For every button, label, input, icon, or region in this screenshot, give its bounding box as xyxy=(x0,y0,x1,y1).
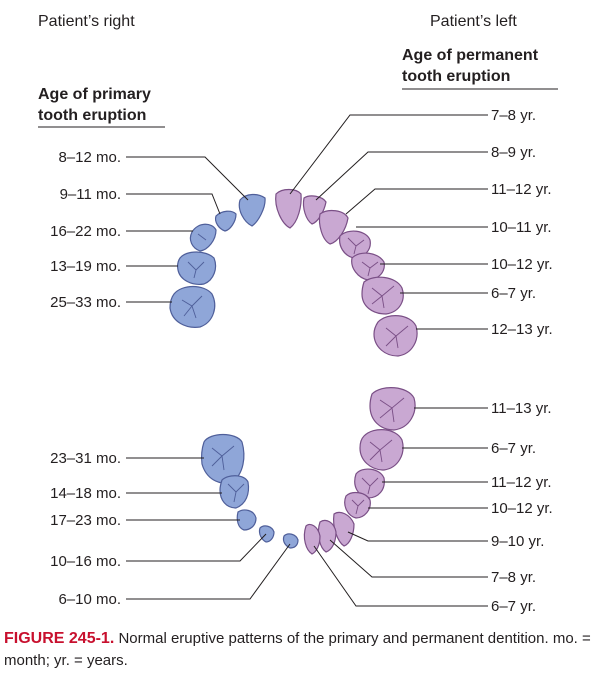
permanent-tooth-lower-first-molar xyxy=(359,429,404,471)
permanent-lower-label-3: 11–12 yr. xyxy=(491,474,552,491)
permanent-lower-label-4: 10–12 yr. xyxy=(491,500,553,517)
primary-upper-label-2: 9–11 mo. xyxy=(60,186,121,203)
figure-label: FIGURE 245-1. xyxy=(4,630,115,647)
primary-lower-label-4: 10–16 mo. xyxy=(50,553,121,570)
permanent-upper-label-5: 10–12 yr. xyxy=(491,256,553,273)
primary-upper-label-5: 25–33 mo. xyxy=(50,294,121,311)
lower-permanent-teeth xyxy=(303,387,416,555)
primary-upper-label-3: 16–22 mo. xyxy=(50,223,121,240)
permanent-lower-label-5: 9–10 yr. xyxy=(491,533,544,550)
upper-primary-leaders xyxy=(126,156,249,303)
primary-lower-label-1: 23–31 mo. xyxy=(50,450,121,467)
figure-caption-text: Normal eruptive patterns of the primary … xyxy=(4,630,591,669)
permanent-tooth-lower-canine xyxy=(333,511,355,547)
primary-tooth-lower-lateral xyxy=(258,525,275,543)
upper-permanent-leaders xyxy=(289,114,488,330)
primary-tooth-upper-lateral xyxy=(214,210,237,232)
permanent-heading-line2: tooth eruption xyxy=(402,68,510,85)
lower-primary-teeth xyxy=(201,433,299,549)
primary-tooth-lower-canine xyxy=(236,509,257,531)
primary-lower-label-3: 17–23 mo. xyxy=(50,512,121,529)
primary-upper-label-1: 8–12 mo. xyxy=(58,149,121,166)
primary-heading-line2: tooth eruption xyxy=(38,107,146,124)
primary-tooth-lower-central xyxy=(282,533,299,549)
lower-permanent-leaders xyxy=(313,407,488,607)
permanent-lower-label-2: 6–7 yr. xyxy=(491,440,536,457)
permanent-upper-label-2: 8–9 yr. xyxy=(491,144,536,161)
permanent-lower-label-6: 7–8 yr. xyxy=(491,569,536,586)
permanent-upper-label-6: 6–7 yr. xyxy=(491,285,536,302)
permanent-upper-label-3: 11–12 yr. xyxy=(491,181,552,198)
upper-primary-teeth xyxy=(169,193,266,328)
permanent-tooth-lower-central xyxy=(303,523,321,555)
primary-lower-label-2: 14–18 mo. xyxy=(50,485,121,502)
lower-primary-leaders xyxy=(126,457,291,600)
permanent-tooth-lower-second-premolar xyxy=(354,468,385,499)
primary-upper-label-4: 13–19 mo. xyxy=(50,258,121,275)
primary-heading-line1: Age of primary xyxy=(38,86,151,103)
permanent-upper-label-1: 7–8 yr. xyxy=(491,107,536,124)
permanent-tooth-upper-central xyxy=(275,188,302,229)
primary-tooth-upper-central xyxy=(238,193,266,227)
primary-lower-label-5: 6–10 mo. xyxy=(58,591,121,608)
permanent-lower-label-7: 6–7 yr. xyxy=(491,598,536,615)
patient-right-heading: Patient’s right xyxy=(38,13,135,30)
permanent-upper-label-7: 12–13 yr. xyxy=(491,321,553,338)
primary-tooth-lower-first-molar xyxy=(219,475,250,509)
figure-caption: FIGURE 245-1. Normal eruptive patterns o… xyxy=(4,628,594,672)
permanent-lower-label-1: 11–13 yr. xyxy=(491,400,552,417)
upper-permanent-teeth xyxy=(275,188,418,357)
primary-tooth-upper-first-molar xyxy=(177,251,217,285)
permanent-tooth-lower-lateral xyxy=(317,519,337,553)
permanent-heading-line1: Age of permanent xyxy=(402,47,539,64)
permanent-upper-label-4: 10–11 yr. xyxy=(491,219,552,236)
patient-left-heading: Patient’s left xyxy=(430,13,517,30)
